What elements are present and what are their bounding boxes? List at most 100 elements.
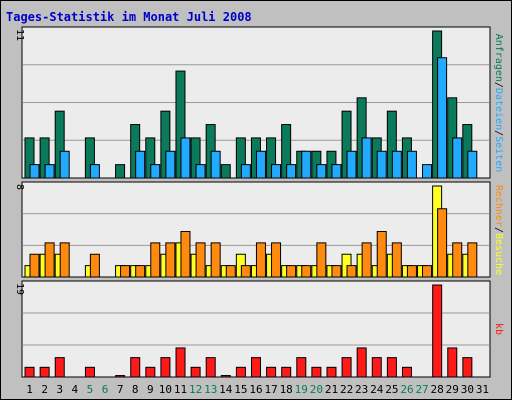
x-label-day-26: 26 <box>400 383 413 396</box>
bar-rechner-day-1 <box>29 253 40 278</box>
bar-dateien-day-17 <box>271 164 282 179</box>
x-axis-labels: 1 2 3 4 5 6 7 8 9 10 11 12 13 14 15 16 17 18 19 20 21 22 23 24 2… <box>26 383 489 396</box>
legend-item-dateien: Dateien <box>493 88 504 130</box>
x-label-day-14: 14 <box>219 383 233 396</box>
chart-bars <box>24 30 478 378</box>
x-label-day-5: 5 <box>87 383 94 396</box>
y-max-label: 11 <box>14 29 25 41</box>
x-label-day-18: 18 <box>280 383 293 396</box>
x-label-day-3: 3 <box>56 383 63 396</box>
legend-separator: / <box>493 82 504 88</box>
bar-rechner-day-25 <box>391 242 402 278</box>
bar-rechner-day-19 <box>301 265 312 278</box>
x-label-day-7: 7 <box>117 383 124 396</box>
bar-rechner-day-22 <box>346 265 357 278</box>
bar-kb-day-3 <box>54 357 65 378</box>
x-label-day-20: 20 <box>310 383 323 396</box>
bar-kb-day-10 <box>160 357 171 378</box>
bar-rechner-day-11 <box>180 231 191 278</box>
x-label-day-30: 30 <box>461 383 474 396</box>
y-max-label: 8 <box>14 184 25 190</box>
bar-rechner-day-26 <box>406 265 417 278</box>
bar-rechner-day-27 <box>422 265 433 278</box>
x-label-day-9: 9 <box>147 383 154 396</box>
bar-dateien-day-3 <box>59 150 70 179</box>
bar-rechner-day-13 <box>210 242 221 278</box>
bar-dateien-day-9 <box>150 164 161 179</box>
x-label-day-21: 21 <box>325 383 338 396</box>
bar-kb-day-8 <box>130 357 141 378</box>
legend-item-rechner: Rechner <box>493 185 504 227</box>
bar-rechner-day-21 <box>331 265 342 278</box>
bar-kb-day-14 <box>220 375 231 378</box>
bar-kb-day-21 <box>326 366 337 378</box>
bar-anfragen-day-14 <box>220 164 231 179</box>
bar-dateien-day-12 <box>195 164 206 179</box>
bar-kb-day-5 <box>84 366 95 378</box>
bar-kb-day-9 <box>145 366 156 378</box>
bar-dateien-day-5 <box>89 164 100 179</box>
bar-dateien-day-21 <box>331 164 342 179</box>
bar-kb-day-13 <box>205 357 216 378</box>
x-label-day-6: 6 <box>102 383 109 396</box>
bar-dateien-day-1 <box>29 164 40 179</box>
bar-rechner-day-14 <box>225 265 236 278</box>
bar-dateien-day-26 <box>406 150 417 179</box>
x-label-day-11: 11 <box>174 383 187 396</box>
bar-kb-day-28 <box>432 284 443 378</box>
legend-item-kb: kb <box>493 323 504 335</box>
bar-rechner-day-10 <box>165 242 176 278</box>
bar-kb-day-19 <box>296 357 307 378</box>
bar-rechner-day-23 <box>361 242 372 278</box>
bar-kb-day-25 <box>386 357 397 378</box>
bar-dateien-day-22 <box>346 150 357 179</box>
bar-kb-day-2 <box>39 366 50 378</box>
bar-rechner-day-3 <box>59 242 70 278</box>
x-label-day-19: 19 <box>295 383 308 396</box>
x-label-day-10: 10 <box>159 383 172 396</box>
x-label-day-15: 15 <box>234 383 247 396</box>
bar-kb-day-7 <box>115 375 126 378</box>
y-max-label: 19 <box>14 283 25 295</box>
bar-dateien-day-19 <box>301 150 312 179</box>
x-label-day-31: 31 <box>476 383 489 396</box>
bar-kb-day-20 <box>311 366 322 378</box>
x-label-day-27: 27 <box>415 383 428 396</box>
bar-rechner-day-2 <box>44 242 55 278</box>
bar-kb-day-26 <box>401 366 412 378</box>
bar-kb-day-12 <box>190 366 201 378</box>
bar-anfragen-day-7 <box>115 164 126 179</box>
bar-dateien-day-20 <box>316 164 327 179</box>
bar-dateien-day-18 <box>286 164 297 179</box>
bar-rechner-day-7 <box>120 265 131 278</box>
chart-title: Tages-Statistik im Monat Juli 2008 <box>6 10 252 24</box>
legend-middle: Rechner/Besuche <box>493 185 504 275</box>
x-label-day-8: 8 <box>132 383 139 396</box>
x-label-day-25: 25 <box>385 383 398 396</box>
bar-rechner-day-15 <box>240 265 251 278</box>
bar-dateien-day-25 <box>391 150 402 179</box>
bar-rechner-day-24 <box>376 231 387 278</box>
x-label-day-1: 1 <box>26 383 33 396</box>
bar-rechner-day-12 <box>195 242 206 278</box>
x-label-day-4: 4 <box>72 383 79 396</box>
x-label-day-13: 13 <box>204 383 217 396</box>
bar-rechner-day-28 <box>437 208 448 278</box>
bar-kb-day-16 <box>251 357 261 378</box>
bar-kb-day-29 <box>447 347 458 378</box>
bar-dateien-day-15 <box>240 164 251 179</box>
x-label-day-17: 17 <box>264 383 277 396</box>
bar-dateien-day-28 <box>437 57 448 179</box>
bar-kb-day-30 <box>462 357 473 378</box>
x-label-day-12: 12 <box>189 383 202 396</box>
x-label-day-28: 28 <box>431 383 444 396</box>
legend-bottom: kb <box>493 323 504 335</box>
chart-panels <box>21 26 491 378</box>
legend-separator: / <box>493 227 504 233</box>
bar-rechner-day-5 <box>89 253 100 278</box>
bar-rechner-day-20 <box>316 242 327 278</box>
x-label-day-22: 22 <box>340 383 353 396</box>
bar-kb-day-17 <box>266 366 277 378</box>
